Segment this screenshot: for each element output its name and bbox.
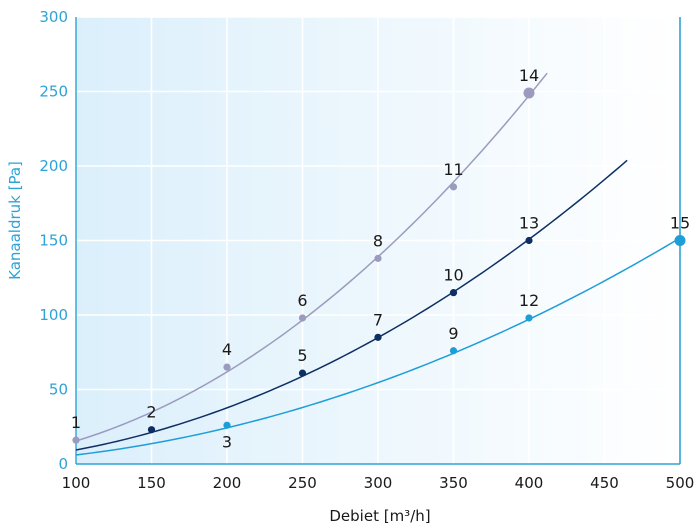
- data-point: [449, 347, 458, 355]
- data-point: [449, 289, 458, 297]
- series-curve: [75, 72, 548, 442]
- series-2: 2 5 7 10 13: [75, 159, 628, 451]
- point-label: 15: [670, 214, 690, 233]
- point-label: 8: [373, 231, 383, 250]
- data-point: [223, 363, 231, 371]
- point-label: 12: [519, 291, 539, 310]
- grid-lines: [76, 16, 680, 464]
- data-point: [298, 369, 307, 377]
- series-3: 3 9 12 15: [75, 214, 690, 456]
- x-tick-label: 500: [666, 474, 695, 492]
- series-curve: [75, 159, 628, 451]
- series-curve: [75, 237, 681, 456]
- data-point: [72, 436, 80, 444]
- data-point: [374, 254, 382, 262]
- data-point: [449, 183, 458, 191]
- data-point: [298, 314, 307, 322]
- x-tick-label: 250: [288, 474, 317, 492]
- point-label: 13: [519, 214, 539, 233]
- x-tick-label: 350: [439, 474, 468, 492]
- x-axis-title: Debiet [m³/h]: [329, 507, 430, 525]
- x-tick-label: 300: [364, 474, 393, 492]
- y-tick-label: 0: [58, 455, 68, 473]
- x-tick-label: 100: [62, 474, 91, 492]
- y-tick-label: 300: [39, 8, 68, 26]
- data-point: [525, 314, 533, 322]
- point-label: 6: [297, 291, 307, 310]
- y-tick-label: 250: [39, 83, 68, 101]
- data-point: [374, 333, 382, 341]
- x-tick-label: 400: [515, 474, 544, 492]
- point-label: 7: [373, 310, 383, 329]
- tick-labels: 100 150 200 250 300 350 400 450 500 0 50 100 150 200 2…: [39, 8, 694, 492]
- point-label: 4: [222, 340, 232, 359]
- data-point: [223, 421, 231, 429]
- point-label: 10: [443, 266, 463, 285]
- y-tick-label: 100: [39, 306, 68, 324]
- data-point: [147, 426, 156, 434]
- point-label: 2: [146, 403, 156, 422]
- y-tick-label: 200: [39, 157, 68, 175]
- point-label: 3: [222, 432, 232, 451]
- data-point: [523, 87, 535, 99]
- point-label: 5: [297, 346, 307, 365]
- point-label: 9: [448, 324, 458, 343]
- point-label: 11: [443, 160, 463, 179]
- y-axis-title: Kanaaldruk [Pa]: [6, 161, 24, 280]
- point-label: 14: [519, 66, 539, 85]
- x-tick-label: 450: [590, 474, 619, 492]
- y-tick-label: 150: [39, 232, 68, 250]
- y-tick-label: 50: [49, 381, 68, 399]
- x-tick-label: 150: [137, 474, 166, 492]
- point-label: 1: [71, 413, 81, 432]
- data-point: [525, 236, 533, 245]
- x-tick-label: 200: [213, 474, 242, 492]
- data-point: [674, 235, 686, 246]
